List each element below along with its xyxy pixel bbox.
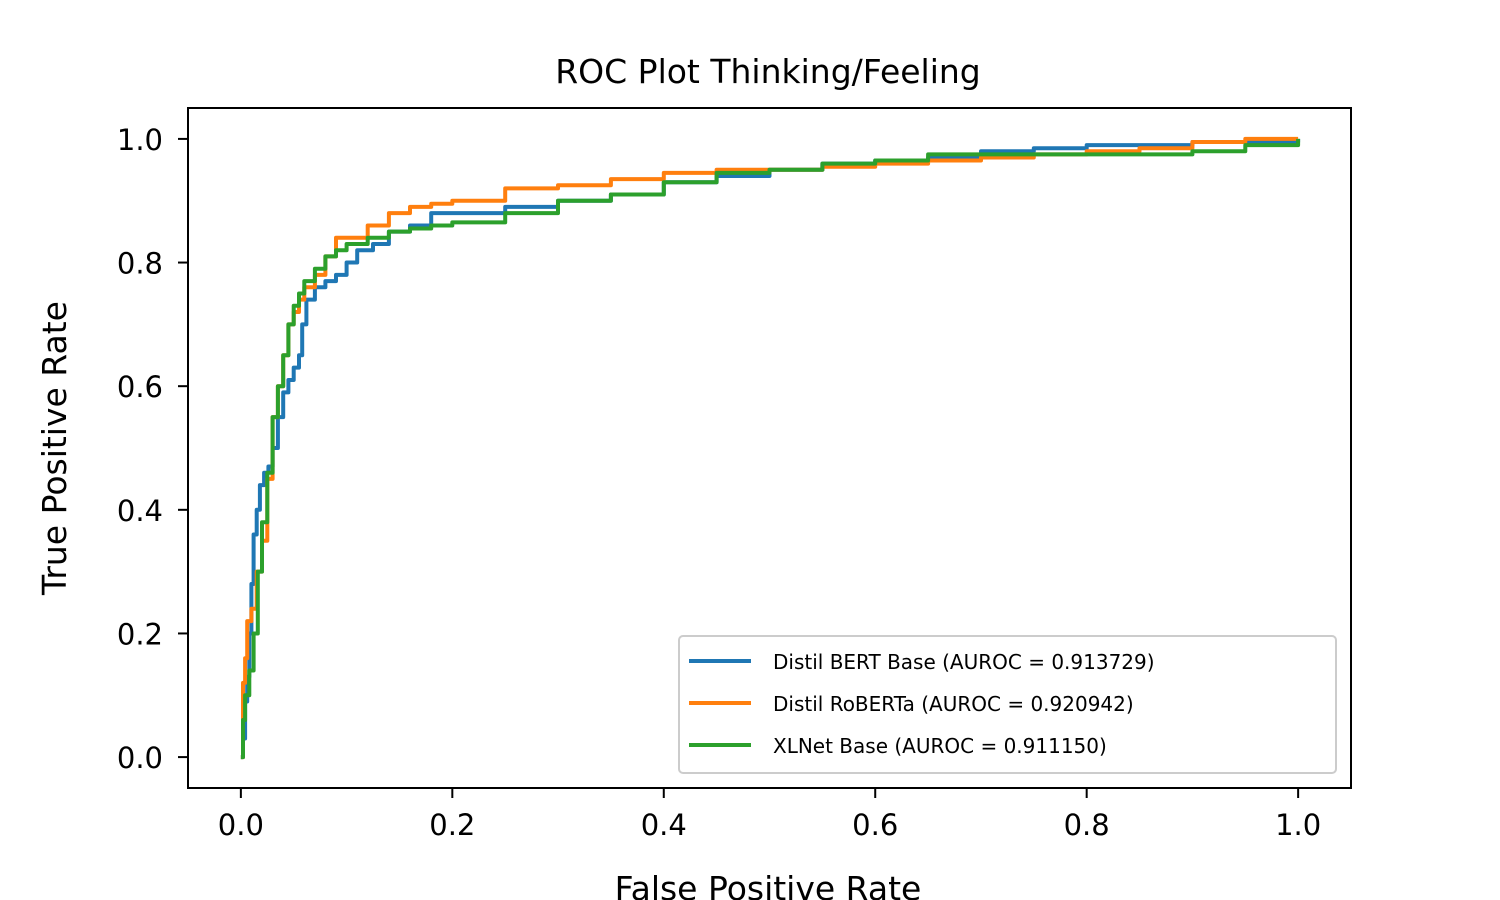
x-tick-label: 1.0 xyxy=(1275,808,1321,842)
legend-entries: Distil BERT Base (AUROC = 0.913729) Disti… xyxy=(689,650,1155,758)
y-tick-label: 0.6 xyxy=(117,370,163,404)
y-tick-label: 0.2 xyxy=(117,617,163,651)
x-tick-label: 0.6 xyxy=(852,808,898,842)
y-axis-label: True Positive Rate xyxy=(35,301,74,596)
y-tick-label: 0.4 xyxy=(117,494,163,528)
x-axis-ticks: 0.0 0.2 0.4 0.6 0.8 1.0 xyxy=(218,788,1321,842)
x-tick-label: 0.8 xyxy=(1064,808,1110,842)
legend-label-3: XLNet Base (AUROC = 0.911150) xyxy=(773,734,1107,758)
legend-label-2: Distil RoBERTa (AUROC = 0.920942) xyxy=(773,692,1134,716)
y-tick-label: 1.0 xyxy=(117,123,163,157)
x-tick-label: 0.2 xyxy=(429,808,475,842)
legend-box xyxy=(678,635,1337,774)
plot-frame xyxy=(187,107,1352,789)
x-tick-label: 0.4 xyxy=(641,808,687,842)
y-tick-label: 0.8 xyxy=(117,247,163,281)
legend-label-1: Distil BERT Base (AUROC = 0.913729) xyxy=(773,650,1155,674)
x-tick-label: 0.0 xyxy=(218,808,264,842)
legend: Distil BERT Base (AUROC = 0.913729) Disti… xyxy=(678,635,1337,774)
series-line-3 xyxy=(240,138,1301,760)
series-layer xyxy=(240,136,1301,760)
x-axis-label: False Positive Rate xyxy=(615,869,922,900)
series-line-2 xyxy=(240,136,1299,760)
y-axis-ticks: 0.0 0.2 0.4 0.6 0.8 1.0 xyxy=(117,123,188,775)
chart-title: ROC Plot Thinking/Feeling xyxy=(555,52,981,91)
y-tick-label: 0.0 xyxy=(117,741,163,775)
